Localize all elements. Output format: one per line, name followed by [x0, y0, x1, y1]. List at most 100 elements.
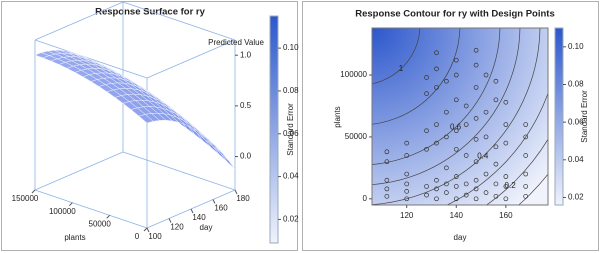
colorbar-label: Standard Error: [286, 103, 295, 156]
design-point: [424, 184, 429, 189]
colorbar-tick-label: 0.10: [568, 42, 584, 51]
design-point: [463, 122, 469, 127]
box-edge: [34, 1, 124, 41]
y-axis-label: plants: [333, 106, 342, 127]
design-point: [444, 165, 449, 171]
design-point: [404, 196, 410, 202]
design-point: [523, 153, 529, 158]
design-point: [404, 171, 410, 177]
design-point: [453, 57, 459, 63]
design-point: [424, 75, 429, 80]
design-point: [523, 122, 529, 127]
chart-title: Response Contour for ry with Design Poin…: [355, 9, 555, 20]
y-tick: [143, 227, 148, 232]
contours: 1 0.6 0.4 0.2: [372, 28, 548, 205]
design-point: [434, 196, 439, 202]
design-point: [384, 149, 390, 155]
design-point: [404, 181, 410, 187]
y-tick-label: 50000: [345, 132, 368, 141]
colorbar-tick-label: 0.08: [283, 86, 299, 95]
x-axis-label: day: [200, 223, 213, 232]
colorbar-tick-label: 0.04: [568, 155, 584, 164]
x-tick: [146, 227, 150, 233]
x-tick-label: 160: [499, 211, 513, 220]
design-point: [453, 146, 459, 152]
z-tick-label: 0.0: [240, 152, 252, 161]
design-point: [473, 159, 479, 165]
z-tick-label: 1.0: [240, 50, 252, 59]
contour-label: 0.4: [477, 152, 489, 161]
design-point: [463, 181, 469, 187]
design-point: [473, 196, 479, 202]
design-point: [523, 134, 529, 140]
design-point: [424, 192, 429, 198]
design-point: [444, 134, 449, 140]
x-tick-label: 160: [214, 204, 228, 213]
design-point: [473, 47, 479, 53]
design-point: [434, 85, 439, 90]
box-edge: [34, 189, 148, 229]
box-edge: [122, 1, 236, 41]
x-tick-label: 100: [148, 232, 162, 241]
y-axis-label: plants: [64, 233, 85, 242]
y-tick: [31, 189, 36, 194]
y-tick-label: 50000: [89, 219, 112, 228]
design-point: [493, 181, 499, 187]
y-tick: [106, 214, 111, 219]
plot-background: [372, 28, 548, 205]
y-tick: [68, 202, 73, 207]
design-point: [463, 153, 469, 158]
box-edge: [122, 151, 236, 191]
x-axis-label: day: [454, 233, 467, 242]
design-point: [384, 177, 390, 183]
design-point: [444, 190, 449, 195]
design-point: [404, 153, 410, 158]
colorbar-tick-label: 0.06: [568, 117, 584, 126]
design-point: [493, 193, 499, 199]
colorbar-label: Standard Error: [580, 90, 589, 143]
design-point: [473, 62, 479, 68]
x-tick-label: 180: [236, 194, 250, 203]
design-point: [404, 140, 410, 146]
design-point: [483, 190, 489, 195]
design-point: [434, 122, 439, 127]
design-point: [503, 196, 509, 202]
design-point: [523, 184, 529, 189]
design-point: [473, 186, 479, 192]
colorbar-tick-label: 0.10: [283, 43, 299, 52]
design-point: [473, 116, 479, 121]
x-tick: [234, 189, 238, 195]
design-point: [453, 184, 459, 189]
box-edge: [146, 39, 236, 79]
design-point: [424, 146, 429, 152]
chart-title: Response Surface for ry: [95, 7, 206, 18]
plot-frame: [371, 27, 549, 206]
design-point: [444, 109, 449, 115]
design-point: [384, 193, 390, 199]
design-point: [493, 97, 499, 103]
z-axis-label: Predicted Value: [208, 38, 264, 47]
x-tick-label: 140: [450, 211, 464, 220]
box-edge: [34, 39, 148, 79]
contour-label: 1: [399, 64, 404, 73]
design-point: [453, 72, 459, 78]
design-point: [483, 109, 489, 115]
design-point: [453, 196, 459, 202]
box-edge: [34, 151, 124, 191]
design-point: [473, 177, 479, 183]
design-point: [503, 174, 509, 179]
design-point: [503, 99, 509, 105]
y-tick-label: 100000: [49, 207, 76, 216]
design-point: [493, 144, 499, 150]
design-point: [453, 97, 459, 103]
design-point: [453, 174, 459, 179]
design-point: [384, 159, 390, 165]
design-point: [523, 171, 529, 177]
contour-label: 0.6: [450, 122, 462, 131]
colorbar-tick-label: 0.06: [283, 129, 299, 138]
design-point: [493, 161, 499, 167]
y-tick-label: 100000: [340, 70, 367, 79]
design-point: [424, 91, 429, 96]
design-point: [463, 103, 469, 109]
